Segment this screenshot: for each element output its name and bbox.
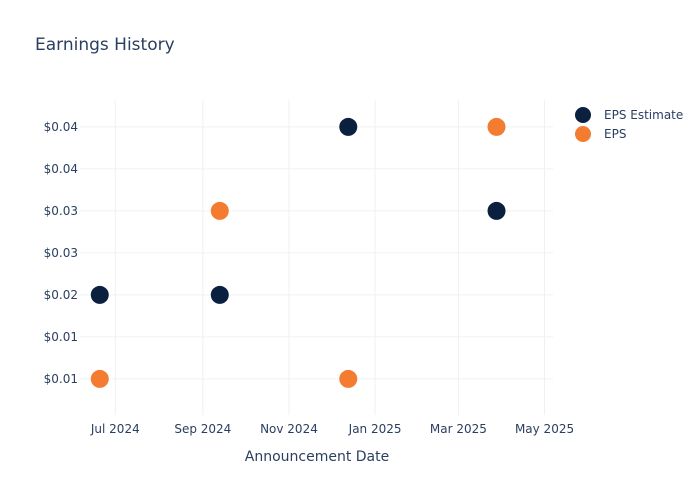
y-tick-label-3: $0.03 — [44, 246, 78, 260]
tick-layer: Jul 2024 Sep 2024 Nov 2024 Jan 2025 Mar 2025… — [44, 120, 574, 436]
x-tick-label-2: Nov 2024 — [260, 422, 318, 436]
x-tick-label-5: May 2025 — [515, 422, 574, 436]
y-tick-label-5: $0.04 — [44, 162, 78, 176]
x-tick-label-4: Mar 2025 — [430, 422, 487, 436]
y-tick-label-2: $0.02 — [44, 288, 78, 302]
x-tick-label-0: Jul 2024 — [90, 422, 140, 436]
eps-estimate-point-0 — [90, 285, 109, 304]
point-layer — [90, 117, 506, 388]
eps-legend-label: EPS — [604, 127, 626, 141]
legend: EPS Estimate EPS — [575, 107, 683, 142]
eps-estimate-point-1 — [210, 285, 229, 304]
x-tick-label-3: Jan 2025 — [348, 422, 402, 436]
y-tick-label-1: $0.01 — [44, 330, 78, 344]
eps-point-0 — [90, 369, 109, 388]
x-tick-label-1: Sep 2024 — [174, 422, 231, 436]
chart-title: Earnings History — [35, 35, 175, 55]
eps-point-1 — [210, 201, 229, 220]
eps-point-2 — [339, 369, 358, 388]
eps-legend-marker — [575, 126, 591, 142]
eps-estimate-legend-marker — [575, 107, 591, 123]
eps-estimate-point-2 — [339, 117, 358, 136]
grid-layer — [80, 100, 553, 415]
eps-estimate-point-3 — [487, 201, 506, 220]
y-tick-label-4: $0.03 — [44, 204, 78, 218]
y-tick-label-0: $0.01 — [44, 372, 78, 386]
eps-point-3 — [487, 117, 506, 136]
x-axis-label: Announcement Date — [245, 449, 389, 465]
eps-estimate-legend-label: EPS Estimate — [604, 108, 683, 122]
y-tick-label-6: $0.04 — [44, 120, 78, 134]
